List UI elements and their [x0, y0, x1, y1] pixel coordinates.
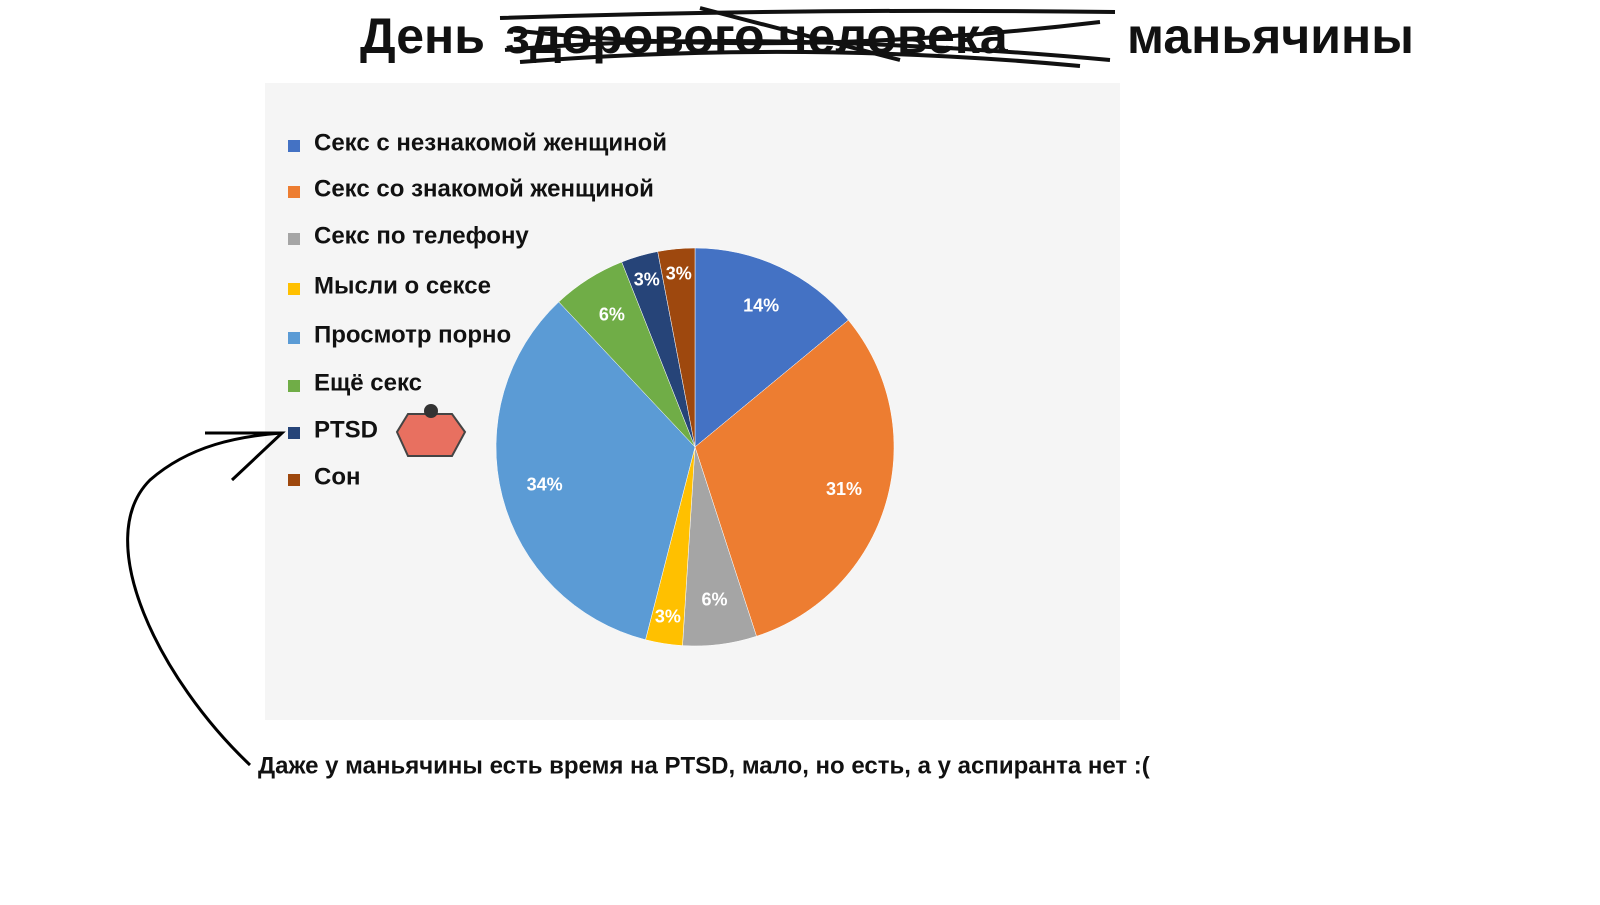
- legend-swatch: [288, 380, 300, 392]
- legend-label: Просмотр порно: [314, 321, 511, 348]
- arrow: [126, 431, 286, 767]
- chart-title: День: [360, 8, 485, 64]
- legend-swatch: [288, 427, 300, 439]
- legend-label: PTSD: [314, 416, 378, 443]
- scribble-line: [509, 20, 1101, 46]
- legend-swatch: [288, 332, 300, 344]
- legend-label: Сон: [314, 463, 361, 490]
- legend-swatch: [288, 474, 300, 486]
- scribble-line: [519, 49, 1081, 68]
- pie-slice: [694, 247, 849, 448]
- legend-swatch: [288, 283, 300, 295]
- data-label: 3%: [666, 263, 692, 283]
- legend-swatch: [288, 186, 300, 198]
- sticker-icon: [424, 404, 438, 418]
- sticker: [395, 404, 467, 457]
- pie-slice: [657, 247, 696, 448]
- scribble: [499, 6, 1116, 68]
- pie-slice: [495, 301, 696, 641]
- scribble-line: [499, 8, 1116, 20]
- data-label: 6%: [599, 305, 625, 325]
- legend-label: Ещё секс: [314, 369, 422, 396]
- legend-swatch: [288, 233, 300, 245]
- data-label: 14%: [743, 295, 779, 315]
- pie-slice: [694, 319, 895, 637]
- legend-swatch: [288, 140, 300, 152]
- legend-label: Секс со знакомой женщиной: [314, 175, 654, 202]
- data-label: 31%: [826, 479, 862, 499]
- legend-label: Секс с незнакомой женщиной: [314, 129, 667, 156]
- title-suffix: маньячины: [1127, 8, 1414, 64]
- legend-label: Секс по телефону: [314, 222, 529, 249]
- annotation: Даже у маньячины есть время на PTSD, мал…: [258, 752, 1150, 779]
- data-label: 3%: [634, 269, 660, 289]
- data-label: 3%: [655, 607, 681, 627]
- data-label: 6%: [701, 590, 727, 610]
- legend-label: Мысли о сексе: [314, 272, 491, 299]
- sticker-shape: [395, 413, 467, 457]
- data-label: 34%: [527, 474, 563, 494]
- arrow-curve: [126, 431, 283, 767]
- arrow-head: [205, 431, 286, 482]
